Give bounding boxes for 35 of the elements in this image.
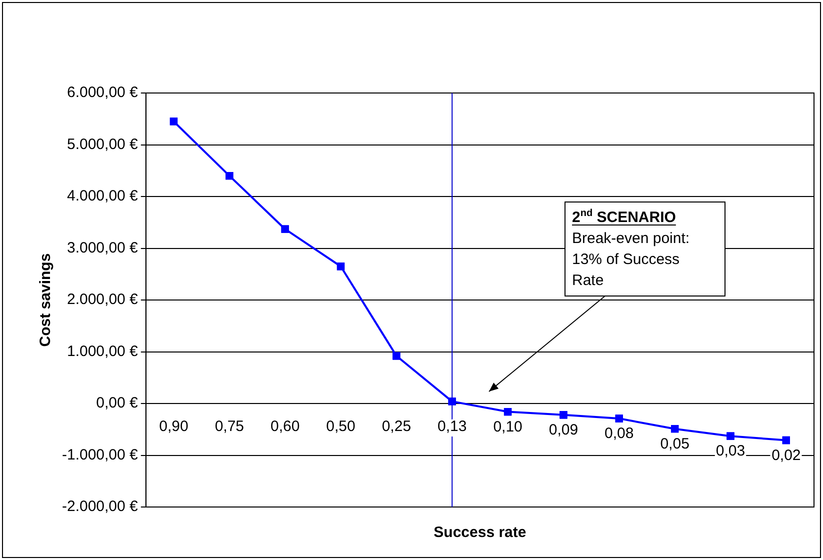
point [670,425,679,433]
x-tick-label: 0,03 [716,442,746,460]
point [560,411,568,419]
y-tick-label: 1.000,00 € [66,342,139,360]
y-tick-label: -1.000,00 € [62,446,139,464]
y-axis-title: Cost savings [37,253,54,347]
point [726,432,734,440]
point [392,352,400,360]
y-tick-label: 4.000,00 € [66,188,139,205]
point [226,172,234,180]
point [448,398,456,406]
y-tick-label: 3.000,00 € [66,239,139,256]
point [281,225,289,233]
y-tick-label: 2.000,00 € [66,291,139,308]
x-tick-label: 0,90 [159,418,188,436]
point [336,262,345,270]
x-tick-label: 0,13 [438,418,467,436]
point [504,408,512,416]
x-tick-label: 0,25 [382,418,412,436]
x-tick-label: 0,02 [772,446,801,464]
y-tick-label: -2.000,00 € [62,498,139,516]
x-tick-label: 0,60 [270,418,300,436]
point [615,414,623,422]
point [170,118,178,126]
x-tick-label: 0,10 [493,418,522,436]
y-tick-label: 6.000,00 € [66,84,139,102]
x-axis-title: Success rate [434,524,526,541]
x-tick-label: 0,50 [326,418,356,436]
x-tick-label: 0,75 [214,418,244,436]
y-tick-label: 0,00 € [96,394,139,412]
point [782,436,790,444]
y-tick-label: 5.000,00 € [66,136,139,153]
x-tick-label: 0,08 [604,425,634,442]
x-tick-label: 0,09 [548,422,578,439]
x-tick-label: 0,05 [660,436,690,452]
